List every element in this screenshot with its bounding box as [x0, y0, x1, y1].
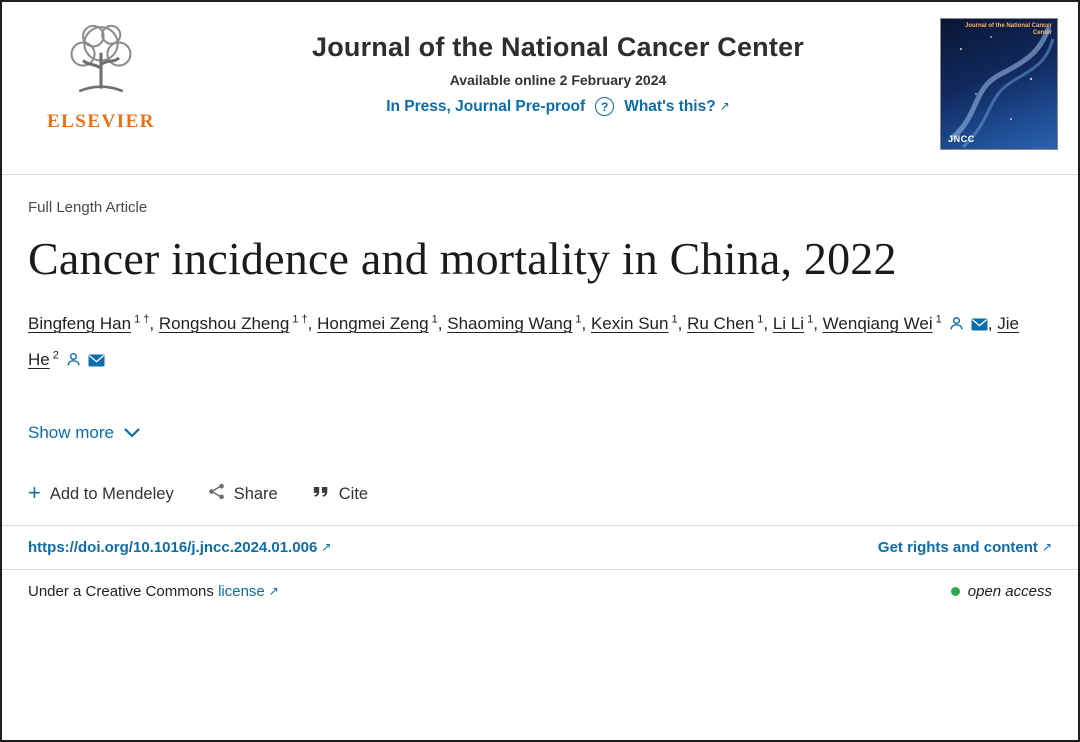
in-press-link[interactable]: In Press, Journal Pre-proof [386, 97, 586, 115]
cover-artwork [949, 26, 1055, 149]
open-access-label: open access [967, 583, 1052, 600]
journal-cover-thumbnail[interactable]: Journal of the National Cancer Center JN… [940, 18, 1058, 150]
share-icon [208, 483, 225, 505]
cite-button[interactable]: Cite [312, 484, 368, 504]
author: Hongmei Zeng 1 [317, 313, 438, 333]
open-access-badge: open access [950, 583, 1052, 600]
author-name-link[interactable]: Kexin Sun [590, 314, 669, 333]
envelope-icon[interactable] [88, 345, 105, 379]
chevron-down-icon [124, 423, 140, 443]
open-access-dot-icon [950, 587, 960, 596]
add-to-mendeley-button[interactable]: + Add to Mendeley [28, 480, 174, 505]
author-separator: , [437, 314, 448, 333]
article-title: Cancer incidence and mortality in China,… [28, 233, 897, 284]
author-name-link[interactable]: Ru Chen [687, 314, 755, 333]
author-affiliation-sup: 1 [428, 313, 438, 326]
elsevier-tree-icon [62, 22, 140, 109]
author: Shaoming Wang 1 [447, 313, 582, 333]
elsevier-wordmark: ELSEVIER [46, 111, 156, 132]
author-separator: , [307, 314, 318, 333]
article-actions: + Add to Mendeley Share [28, 480, 1052, 525]
author-name-link[interactable]: Rongshou Zheng [158, 314, 290, 333]
question-circle-icon[interactable]: ? [595, 97, 615, 116]
in-press-row: In Press, Journal Pre-proof ? What's thi… [176, 97, 940, 116]
external-link-arrow-icon: ↗ [1041, 540, 1052, 554]
divider [2, 525, 1078, 526]
author-affiliation-sup: 1 † [131, 313, 150, 326]
author: Kexin Sun 1 [590, 313, 678, 333]
author-affiliation-sup: 2 [49, 349, 59, 362]
doi-row: https://doi.org/10.1016/j.jncc.2024.01.0… [2, 526, 1078, 569]
journal-header-center: Journal of the National Cancer Center Av… [176, 18, 940, 116]
author: Wenqiang Wei 1 [822, 313, 988, 333]
author: Jie He 2 [28, 314, 1019, 369]
cover-masthead-text: Journal of the National Cancer Center [964, 23, 1052, 37]
author-separator: , [763, 314, 773, 333]
license-link[interactable]: license [218, 583, 265, 600]
author-name-link[interactable]: Li Li [772, 314, 805, 333]
external-link-arrow-icon: ↗ [719, 98, 730, 113]
rights-link-wrap[interactable]: Get rights and content ↗ [878, 539, 1052, 556]
author-separator: , [987, 314, 998, 333]
author-affiliation-sup: 1 † [289, 313, 308, 326]
author-affiliation-sup: 1 [668, 313, 678, 326]
author-name-link[interactable]: Shaoming Wang [447, 314, 573, 333]
person-icon[interactable] [66, 345, 81, 379]
author-separator: , [813, 314, 823, 333]
external-link-arrow-icon: ↗ [268, 584, 279, 598]
author-name-link[interactable]: Jie He [28, 314, 1019, 369]
author-affiliation-sup: 1 [804, 313, 814, 326]
article-section: Full Length Article Cancer incidence and… [2, 175, 1078, 525]
elsevier-logo[interactable]: ELSEVIER [26, 18, 176, 133]
cover-jncc-label: JNCC [948, 134, 975, 144]
journal-title[interactable]: Journal of the National Cancer Center [312, 32, 804, 62]
available-online-date: Available online 2 February 2024 [449, 72, 667, 88]
share-button[interactable]: Share [208, 483, 278, 505]
journal-header: ELSEVIER Journal of the National Cancer … [2, 2, 1078, 174]
article-type-label: Full Length Article [28, 199, 148, 216]
author: Rongshou Zheng 1 † [158, 313, 308, 333]
author: Ru Chen 1 [687, 313, 764, 333]
license-row: Under a Creative Commons license ↗ open a… [2, 570, 1078, 613]
envelope-icon[interactable] [971, 309, 988, 343]
cite-quote-icon [312, 484, 330, 504]
external-link-arrow-icon: ↗ [321, 540, 332, 554]
author-name-link[interactable]: Bingfeng Han [28, 314, 132, 333]
author-affiliation-sup: 1 [754, 313, 764, 326]
person-icon[interactable] [949, 309, 964, 343]
author-name-link[interactable]: Hongmei Zeng [317, 314, 429, 333]
doi-link-wrap[interactable]: https://doi.org/10.1016/j.jncc.2024.01.0… [28, 539, 331, 556]
get-rights-link[interactable]: Get rights and content [877, 539, 1038, 556]
author-separator: , [581, 314, 591, 333]
license-text: Under a Creative Commons license ↗ [28, 583, 279, 600]
author-affiliation-sup: 1 [572, 313, 582, 326]
author-separator: , [677, 314, 688, 333]
authors-line: Bingfeng Han 1 †, Rongshou Zheng 1 †, Ho… [28, 307, 1038, 379]
divider [2, 569, 1078, 570]
doi-link[interactable]: https://doi.org/10.1016/j.jncc.2024.01.0… [28, 539, 318, 556]
plus-icon: + [28, 480, 41, 505]
whats-this-link[interactable]: What's this? ↗ [624, 97, 730, 115]
author-name-link[interactable]: Wenqiang Wei [822, 314, 933, 333]
show-more-button[interactable]: Show more [28, 423, 140, 443]
author-affiliation-sup: 1 [932, 313, 942, 326]
author-separator: , [149, 314, 159, 333]
author: Li Li 1 [772, 313, 814, 333]
author: Bingfeng Han 1 † [28, 313, 150, 333]
divider [2, 174, 1078, 175]
